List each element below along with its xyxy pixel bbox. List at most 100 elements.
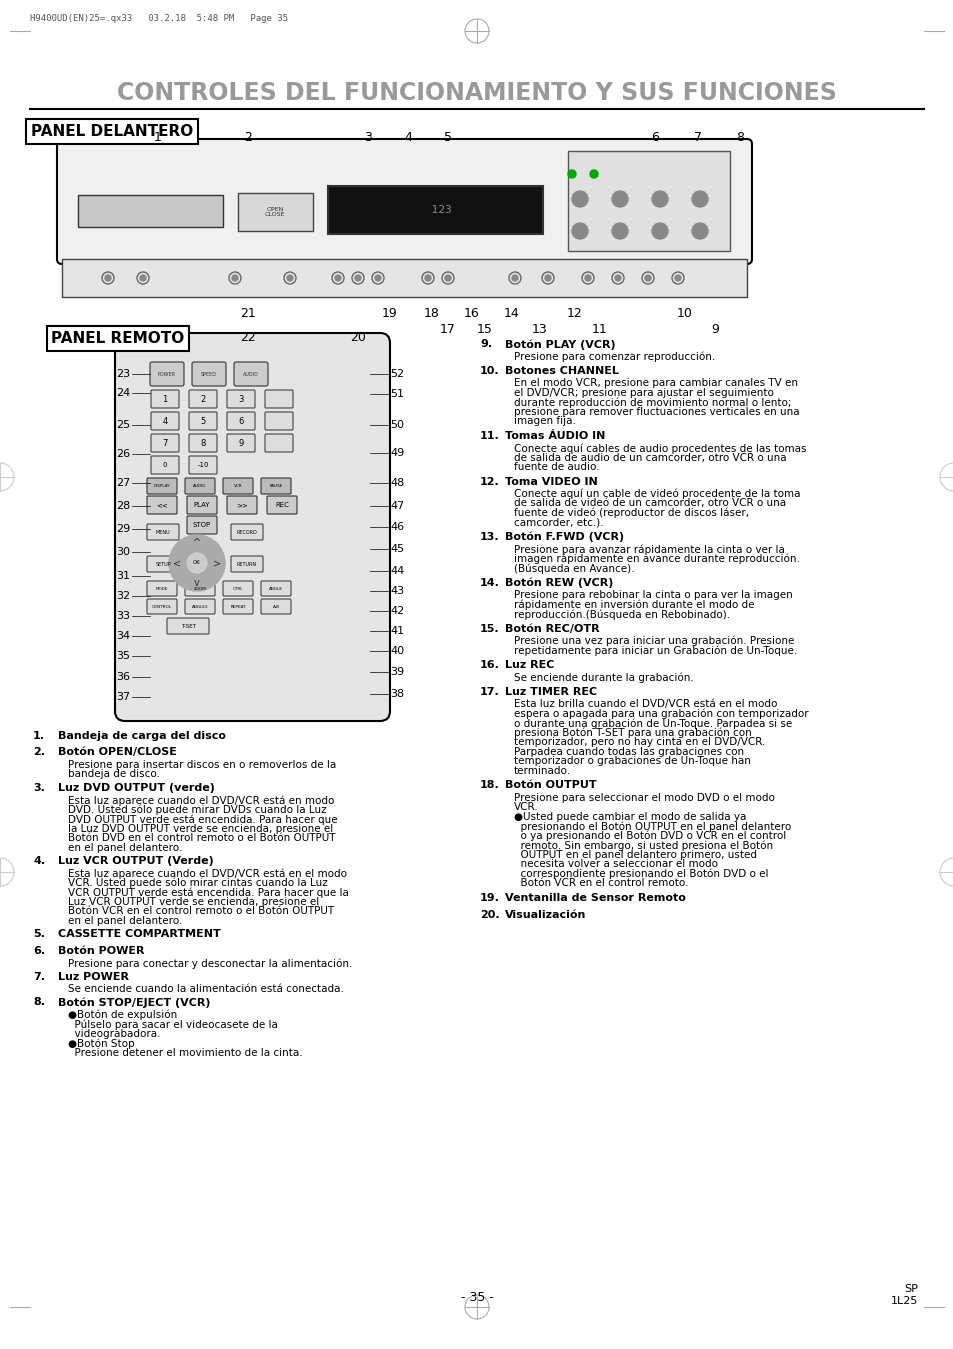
- Text: 7.: 7.: [33, 971, 45, 982]
- Text: durante reproducción de movimiento normal o lento;: durante reproducción de movimiento norma…: [514, 397, 791, 407]
- Text: Se enciende durante la grabación.: Se enciende durante la grabación.: [514, 672, 693, 683]
- Text: Tomas ÁUDIO IN: Tomas ÁUDIO IN: [504, 430, 605, 441]
- Text: H9400UD(EN)25=.qx33   03.2.18  5:48 PM   Page 35: H9400UD(EN)25=.qx33 03.2.18 5:48 PM Page…: [30, 13, 288, 23]
- Text: <: <: [172, 558, 181, 568]
- Text: PANEL DELANTERO: PANEL DELANTERO: [30, 124, 193, 139]
- Text: 1.: 1.: [33, 731, 45, 741]
- Bar: [237, 193, 313, 231]
- Text: 42: 42: [390, 606, 404, 616]
- Text: Botón STOP/EJECT (VCR): Botón STOP/EJECT (VCR): [58, 997, 211, 1008]
- Text: 14: 14: [503, 308, 519, 320]
- Text: Presione detener el movimiento de la cinta.: Presione detener el movimiento de la cin…: [68, 1048, 302, 1058]
- FancyBboxPatch shape: [115, 333, 390, 720]
- Text: bandeja de disco.: bandeja de disco.: [68, 769, 160, 780]
- FancyBboxPatch shape: [151, 456, 179, 473]
- Text: DVD. Usted sólo puede mirar DVDs cuando la Luz: DVD. Usted sólo puede mirar DVDs cuando …: [68, 804, 326, 815]
- FancyBboxPatch shape: [267, 496, 296, 514]
- FancyBboxPatch shape: [185, 599, 214, 614]
- FancyBboxPatch shape: [189, 434, 216, 452]
- Text: Presione una vez para iniciar una grabación. Presione: Presione una vez para iniciar una grabac…: [514, 635, 794, 646]
- Circle shape: [140, 275, 146, 281]
- Text: 18.: 18.: [479, 780, 499, 791]
- FancyBboxPatch shape: [147, 523, 179, 540]
- FancyBboxPatch shape: [265, 434, 293, 452]
- Text: 17: 17: [439, 322, 456, 336]
- FancyBboxPatch shape: [227, 411, 254, 430]
- Text: en el panel delantero.: en el panel delantero.: [68, 916, 182, 925]
- Circle shape: [612, 223, 627, 239]
- Text: 6: 6: [650, 131, 659, 144]
- Text: - 35 -: - 35 -: [460, 1291, 493, 1304]
- Text: necesita volver a seleccionar el modo: necesita volver a seleccionar el modo: [514, 859, 718, 869]
- Text: temporizador o grabaciones de Un-Toque han: temporizador o grabaciones de Un-Toque h…: [514, 757, 750, 766]
- Text: de salida de videó de un camcorder, otro VCR o una: de salida de videó de un camcorder, otro…: [514, 498, 785, 509]
- Text: 20.: 20.: [479, 909, 499, 920]
- Text: STOP: STOP: [193, 522, 211, 527]
- Text: RECORD: RECORD: [236, 530, 257, 534]
- Text: 34: 34: [115, 631, 130, 641]
- Text: RETURN: RETURN: [236, 561, 256, 567]
- Text: 52: 52: [390, 370, 404, 379]
- Text: 4: 4: [162, 417, 168, 425]
- Text: PANEL REMOTO: PANEL REMOTO: [51, 331, 185, 345]
- Text: 7: 7: [162, 438, 168, 448]
- Text: imagen fija.: imagen fija.: [514, 417, 576, 426]
- Text: 9.: 9.: [479, 339, 492, 349]
- Text: Púlselo para sacar el videocasete de la: Púlselo para sacar el videocasete de la: [68, 1020, 277, 1029]
- FancyBboxPatch shape: [192, 362, 226, 386]
- Text: 28: 28: [115, 500, 130, 511]
- Text: 12.: 12.: [479, 476, 499, 487]
- Text: 13: 13: [532, 322, 547, 336]
- Text: 2.: 2.: [33, 747, 45, 757]
- Text: 36: 36: [116, 672, 130, 683]
- FancyBboxPatch shape: [147, 478, 177, 494]
- Text: Esta luz aparece cuando el DVD/VCR está en el modo: Esta luz aparece cuando el DVD/VCR está …: [68, 869, 347, 880]
- Text: 10: 10: [677, 308, 692, 320]
- Text: 9: 9: [238, 438, 243, 448]
- Text: correspondiente presionando el Botón DVD o el: correspondiente presionando el Botón DVD…: [514, 869, 768, 880]
- Text: 14.: 14.: [479, 577, 499, 588]
- Circle shape: [615, 275, 620, 281]
- Text: presiona Botón T-SET para una grabación con: presiona Botón T-SET para una grabación …: [514, 727, 751, 738]
- Text: de salida de audio de un camcorder, otro VCR o una: de salida de audio de un camcorder, otro…: [514, 452, 786, 463]
- Text: ●Botón de expulsión: ●Botón de expulsión: [68, 1010, 177, 1020]
- Text: rápidamente en inversión durante el modo de: rápidamente en inversión durante el modo…: [514, 599, 754, 610]
- FancyBboxPatch shape: [147, 581, 177, 596]
- Text: OPEN
CLOSE: OPEN CLOSE: [265, 206, 285, 217]
- Circle shape: [355, 275, 360, 281]
- Text: videograbadora.: videograbadora.: [68, 1029, 160, 1039]
- Text: 3: 3: [238, 394, 243, 403]
- Text: 123: 123: [417, 205, 452, 214]
- Text: SP
1L25: SP 1L25: [890, 1284, 917, 1306]
- Circle shape: [187, 553, 207, 573]
- Text: Botón PLAY (VCR): Botón PLAY (VCR): [504, 339, 615, 349]
- FancyBboxPatch shape: [147, 599, 177, 614]
- Text: POWER: POWER: [158, 371, 175, 376]
- Text: 16: 16: [464, 308, 479, 320]
- Text: Se enciende cuando la alimentación está conectada.: Se enciende cuando la alimentación está …: [68, 983, 343, 994]
- FancyBboxPatch shape: [147, 496, 177, 514]
- Text: OK: OK: [193, 560, 201, 565]
- Text: 39: 39: [390, 666, 404, 677]
- Text: 6: 6: [238, 417, 243, 425]
- Text: ANGLE2: ANGLE2: [192, 604, 208, 608]
- Text: 9: 9: [710, 322, 719, 336]
- Text: remoto. Sin embargo, si usted presiona el Botón: remoto. Sin embargo, si usted presiona e…: [514, 840, 772, 850]
- Text: 23: 23: [115, 370, 130, 379]
- Text: REPEAT: REPEAT: [230, 604, 246, 608]
- Text: AUDIO: AUDIO: [193, 484, 207, 488]
- Text: 32: 32: [115, 591, 130, 602]
- FancyBboxPatch shape: [147, 556, 179, 572]
- Text: imagen rápidamente en avance durante reproducción.: imagen rápidamente en avance durante rep…: [514, 553, 799, 564]
- Bar: [567, 151, 729, 251]
- Circle shape: [105, 275, 111, 281]
- Text: la Luz DVD OUTPUT verde se encienda, presione el: la Luz DVD OUTPUT verde se encienda, pre…: [68, 823, 333, 834]
- FancyBboxPatch shape: [233, 362, 268, 386]
- Circle shape: [544, 275, 551, 281]
- Text: fuente de videó (reproductor de discos láser,: fuente de videó (reproductor de discos l…: [514, 509, 748, 518]
- Text: o durante una grabación de Un-Toque. Parpadea si se: o durante una grabación de Un-Toque. Par…: [514, 718, 791, 728]
- Circle shape: [444, 275, 451, 281]
- FancyBboxPatch shape: [261, 478, 291, 494]
- Text: En el modo VCR, presione para cambiar canales TV en: En el modo VCR, presione para cambiar ca…: [514, 378, 797, 389]
- Text: Botones CHANNEL: Botones CHANNEL: [504, 366, 618, 376]
